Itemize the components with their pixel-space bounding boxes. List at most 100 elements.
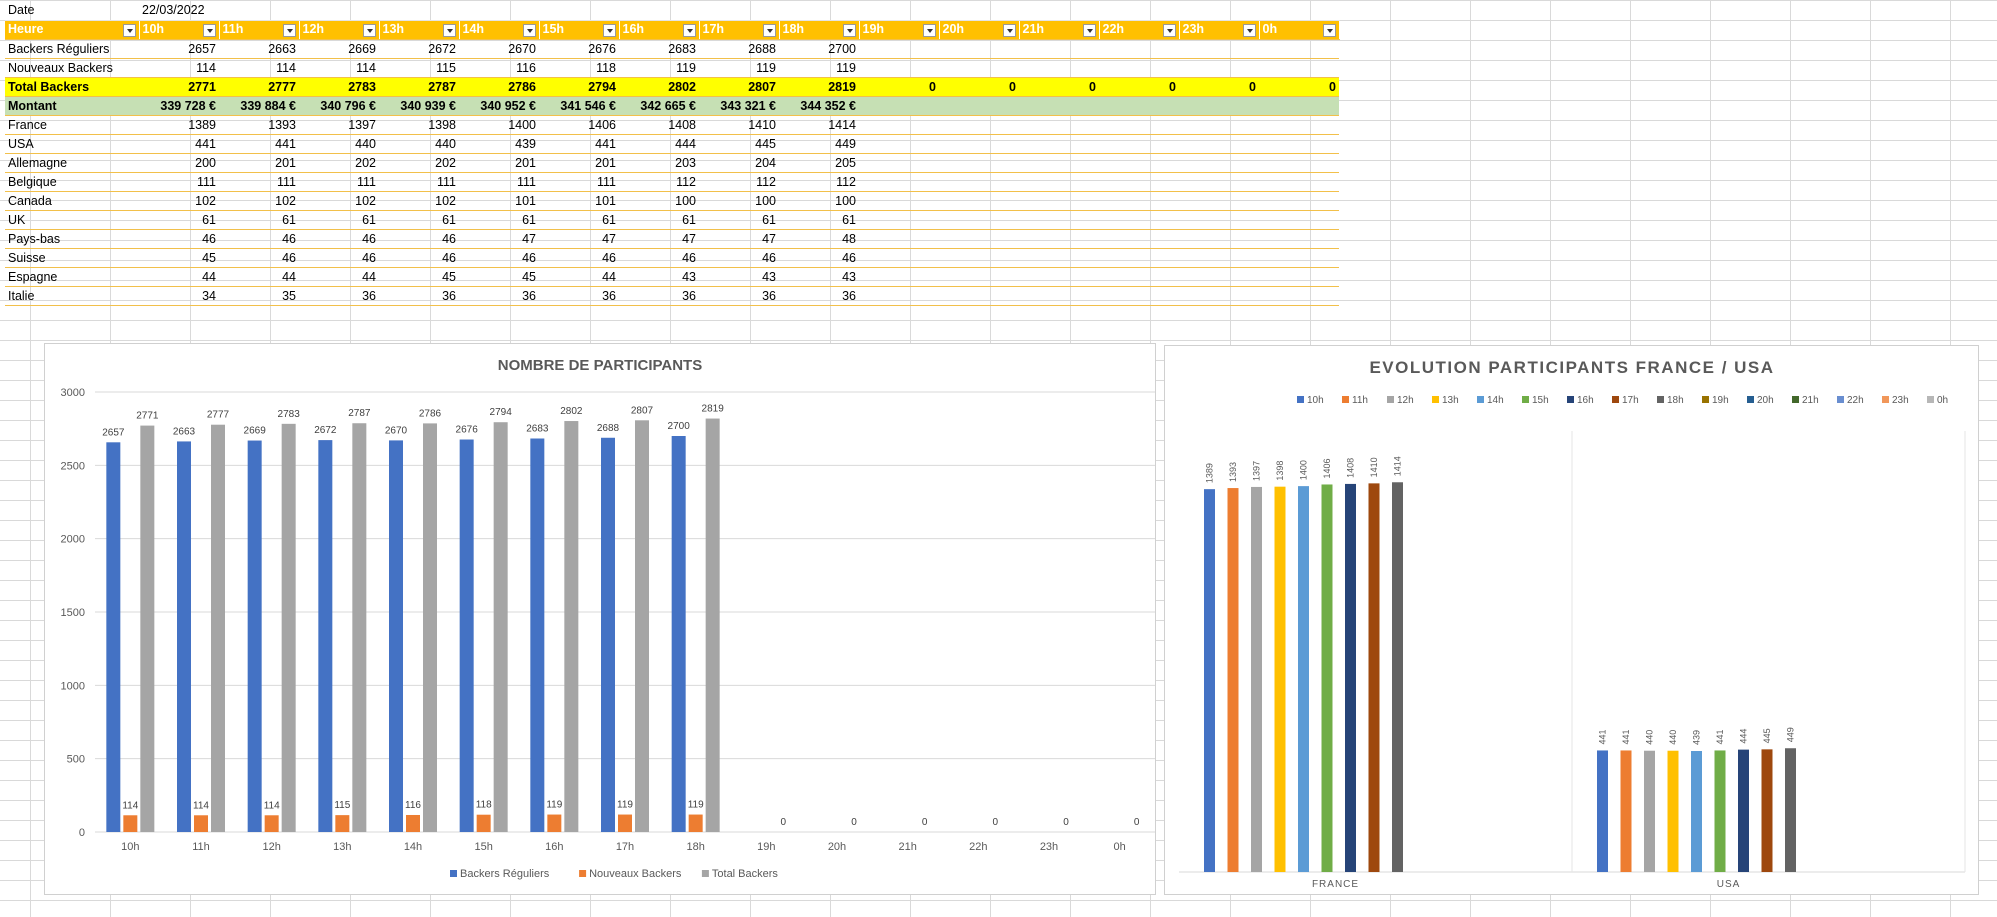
value-cell[interactable]: 114 bbox=[219, 58, 299, 78]
value-cell[interactable]: 111 bbox=[459, 172, 539, 192]
value-cell[interactable]: 46 bbox=[299, 229, 379, 249]
value-cell[interactable]: 61 bbox=[299, 210, 379, 230]
value-cell[interactable] bbox=[1019, 58, 1099, 78]
filter-dropdown-icon[interactable] bbox=[1322, 24, 1336, 37]
value-cell[interactable] bbox=[1099, 39, 1179, 59]
value-cell[interactable]: 111 bbox=[219, 172, 299, 192]
value-cell[interactable]: 61 bbox=[459, 210, 539, 230]
value-cell[interactable] bbox=[1019, 248, 1099, 268]
value-cell[interactable] bbox=[1259, 134, 1339, 154]
value-cell[interactable]: 111 bbox=[139, 172, 219, 192]
value-cell[interactable]: 1410 bbox=[699, 115, 779, 135]
empty-cell[interactable] bbox=[1019, 1, 1099, 21]
value-cell[interactable]: 46 bbox=[299, 248, 379, 268]
empty-cell[interactable] bbox=[539, 1, 619, 21]
value-cell[interactable] bbox=[859, 58, 939, 78]
value-cell[interactable]: 2670 bbox=[459, 39, 539, 59]
value-cell[interactable]: 202 bbox=[379, 153, 459, 173]
value-cell[interactable]: 46 bbox=[219, 248, 299, 268]
value-cell[interactable]: 0 bbox=[1179, 77, 1259, 97]
value-cell[interactable]: 45 bbox=[139, 248, 219, 268]
value-cell[interactable] bbox=[859, 191, 939, 211]
header-cell-23h[interactable]: 23h bbox=[1179, 20, 1260, 40]
value-cell[interactable]: 61 bbox=[539, 210, 619, 230]
value-cell[interactable]: 46 bbox=[779, 248, 859, 268]
value-cell[interactable]: 2787 bbox=[379, 77, 459, 97]
value-cell[interactable]: 441 bbox=[539, 134, 619, 154]
value-cell[interactable]: 118 bbox=[539, 58, 619, 78]
filter-dropdown-icon[interactable] bbox=[762, 24, 776, 37]
header-cell-12h[interactable]: 12h bbox=[299, 20, 380, 40]
value-cell[interactable] bbox=[859, 267, 939, 287]
value-cell[interactable] bbox=[1179, 229, 1259, 249]
value-cell[interactable] bbox=[1019, 267, 1099, 287]
header-cell-heure[interactable]: Heure bbox=[5, 20, 140, 40]
value-cell[interactable] bbox=[1259, 210, 1339, 230]
filter-dropdown-icon[interactable] bbox=[1082, 24, 1096, 37]
value-cell[interactable]: 340 939 € bbox=[379, 96, 459, 116]
value-cell[interactable]: 61 bbox=[619, 210, 699, 230]
value-cell[interactable]: 0 bbox=[1099, 77, 1179, 97]
value-cell[interactable]: 344 352 € bbox=[779, 96, 859, 116]
filter-dropdown-icon[interactable] bbox=[362, 24, 376, 37]
value-cell[interactable] bbox=[939, 210, 1019, 230]
value-cell[interactable]: 1389 bbox=[139, 115, 219, 135]
filter-dropdown-icon[interactable] bbox=[922, 24, 936, 37]
filter-dropdown-icon[interactable] bbox=[442, 24, 456, 37]
value-cell[interactable]: 2663 bbox=[219, 39, 299, 59]
value-cell[interactable] bbox=[1099, 267, 1179, 287]
date-label-cell[interactable]: Date bbox=[5, 1, 139, 21]
value-cell[interactable]: 44 bbox=[539, 267, 619, 287]
value-cell[interactable]: 100 bbox=[619, 191, 699, 211]
value-cell[interactable]: 2794 bbox=[539, 77, 619, 97]
value-cell[interactable] bbox=[1259, 248, 1339, 268]
filter-dropdown-icon[interactable] bbox=[602, 24, 616, 37]
value-cell[interactable]: 112 bbox=[779, 172, 859, 192]
value-cell[interactable] bbox=[1099, 153, 1179, 173]
value-cell[interactable]: 36 bbox=[299, 286, 379, 306]
value-cell[interactable]: 1414 bbox=[779, 115, 859, 135]
value-cell[interactable] bbox=[1099, 115, 1179, 135]
value-cell[interactable]: 2657 bbox=[139, 39, 219, 59]
value-cell[interactable] bbox=[1259, 267, 1339, 287]
value-cell[interactable]: 2819 bbox=[779, 77, 859, 97]
empty-cell[interactable] bbox=[379, 1, 459, 21]
value-cell[interactable] bbox=[1259, 153, 1339, 173]
value-cell[interactable]: 61 bbox=[219, 210, 299, 230]
value-cell[interactable]: 1397 bbox=[299, 115, 379, 135]
value-cell[interactable]: 61 bbox=[779, 210, 859, 230]
value-cell[interactable]: 44 bbox=[219, 267, 299, 287]
value-cell[interactable]: 43 bbox=[779, 267, 859, 287]
row-label-cell[interactable]: UK bbox=[5, 210, 139, 230]
value-cell[interactable]: 46 bbox=[699, 248, 779, 268]
value-cell[interactable] bbox=[1179, 96, 1259, 116]
value-cell[interactable] bbox=[1179, 267, 1259, 287]
value-cell[interactable]: 111 bbox=[379, 172, 459, 192]
empty-cell[interactable] bbox=[299, 1, 379, 21]
value-cell[interactable]: 36 bbox=[379, 286, 459, 306]
empty-cell[interactable] bbox=[779, 1, 859, 21]
value-cell[interactable]: 342 665 € bbox=[619, 96, 699, 116]
value-cell[interactable] bbox=[1019, 286, 1099, 306]
value-cell[interactable] bbox=[1099, 191, 1179, 211]
value-cell[interactable]: 48 bbox=[779, 229, 859, 249]
value-cell[interactable]: 36 bbox=[459, 286, 539, 306]
value-cell[interactable]: 449 bbox=[779, 134, 859, 154]
value-cell[interactable]: 114 bbox=[139, 58, 219, 78]
empty-cell[interactable] bbox=[459, 1, 539, 21]
value-cell[interactable]: 116 bbox=[459, 58, 539, 78]
value-cell[interactable]: 112 bbox=[619, 172, 699, 192]
row-label-cell[interactable]: Backers Réguliers bbox=[5, 39, 139, 59]
value-cell[interactable]: 102 bbox=[379, 191, 459, 211]
value-cell[interactable]: 0 bbox=[1019, 77, 1099, 97]
value-cell[interactable]: 46 bbox=[379, 229, 459, 249]
value-cell[interactable]: 101 bbox=[539, 191, 619, 211]
value-cell[interactable] bbox=[1099, 248, 1179, 268]
filter-dropdown-icon[interactable] bbox=[202, 24, 216, 37]
value-cell[interactable]: 2807 bbox=[699, 77, 779, 97]
value-cell[interactable]: 445 bbox=[699, 134, 779, 154]
header-cell-17h[interactable]: 17h bbox=[699, 20, 780, 40]
value-cell[interactable]: 200 bbox=[139, 153, 219, 173]
value-cell[interactable]: 46 bbox=[539, 248, 619, 268]
header-cell-16h[interactable]: 16h bbox=[619, 20, 700, 40]
